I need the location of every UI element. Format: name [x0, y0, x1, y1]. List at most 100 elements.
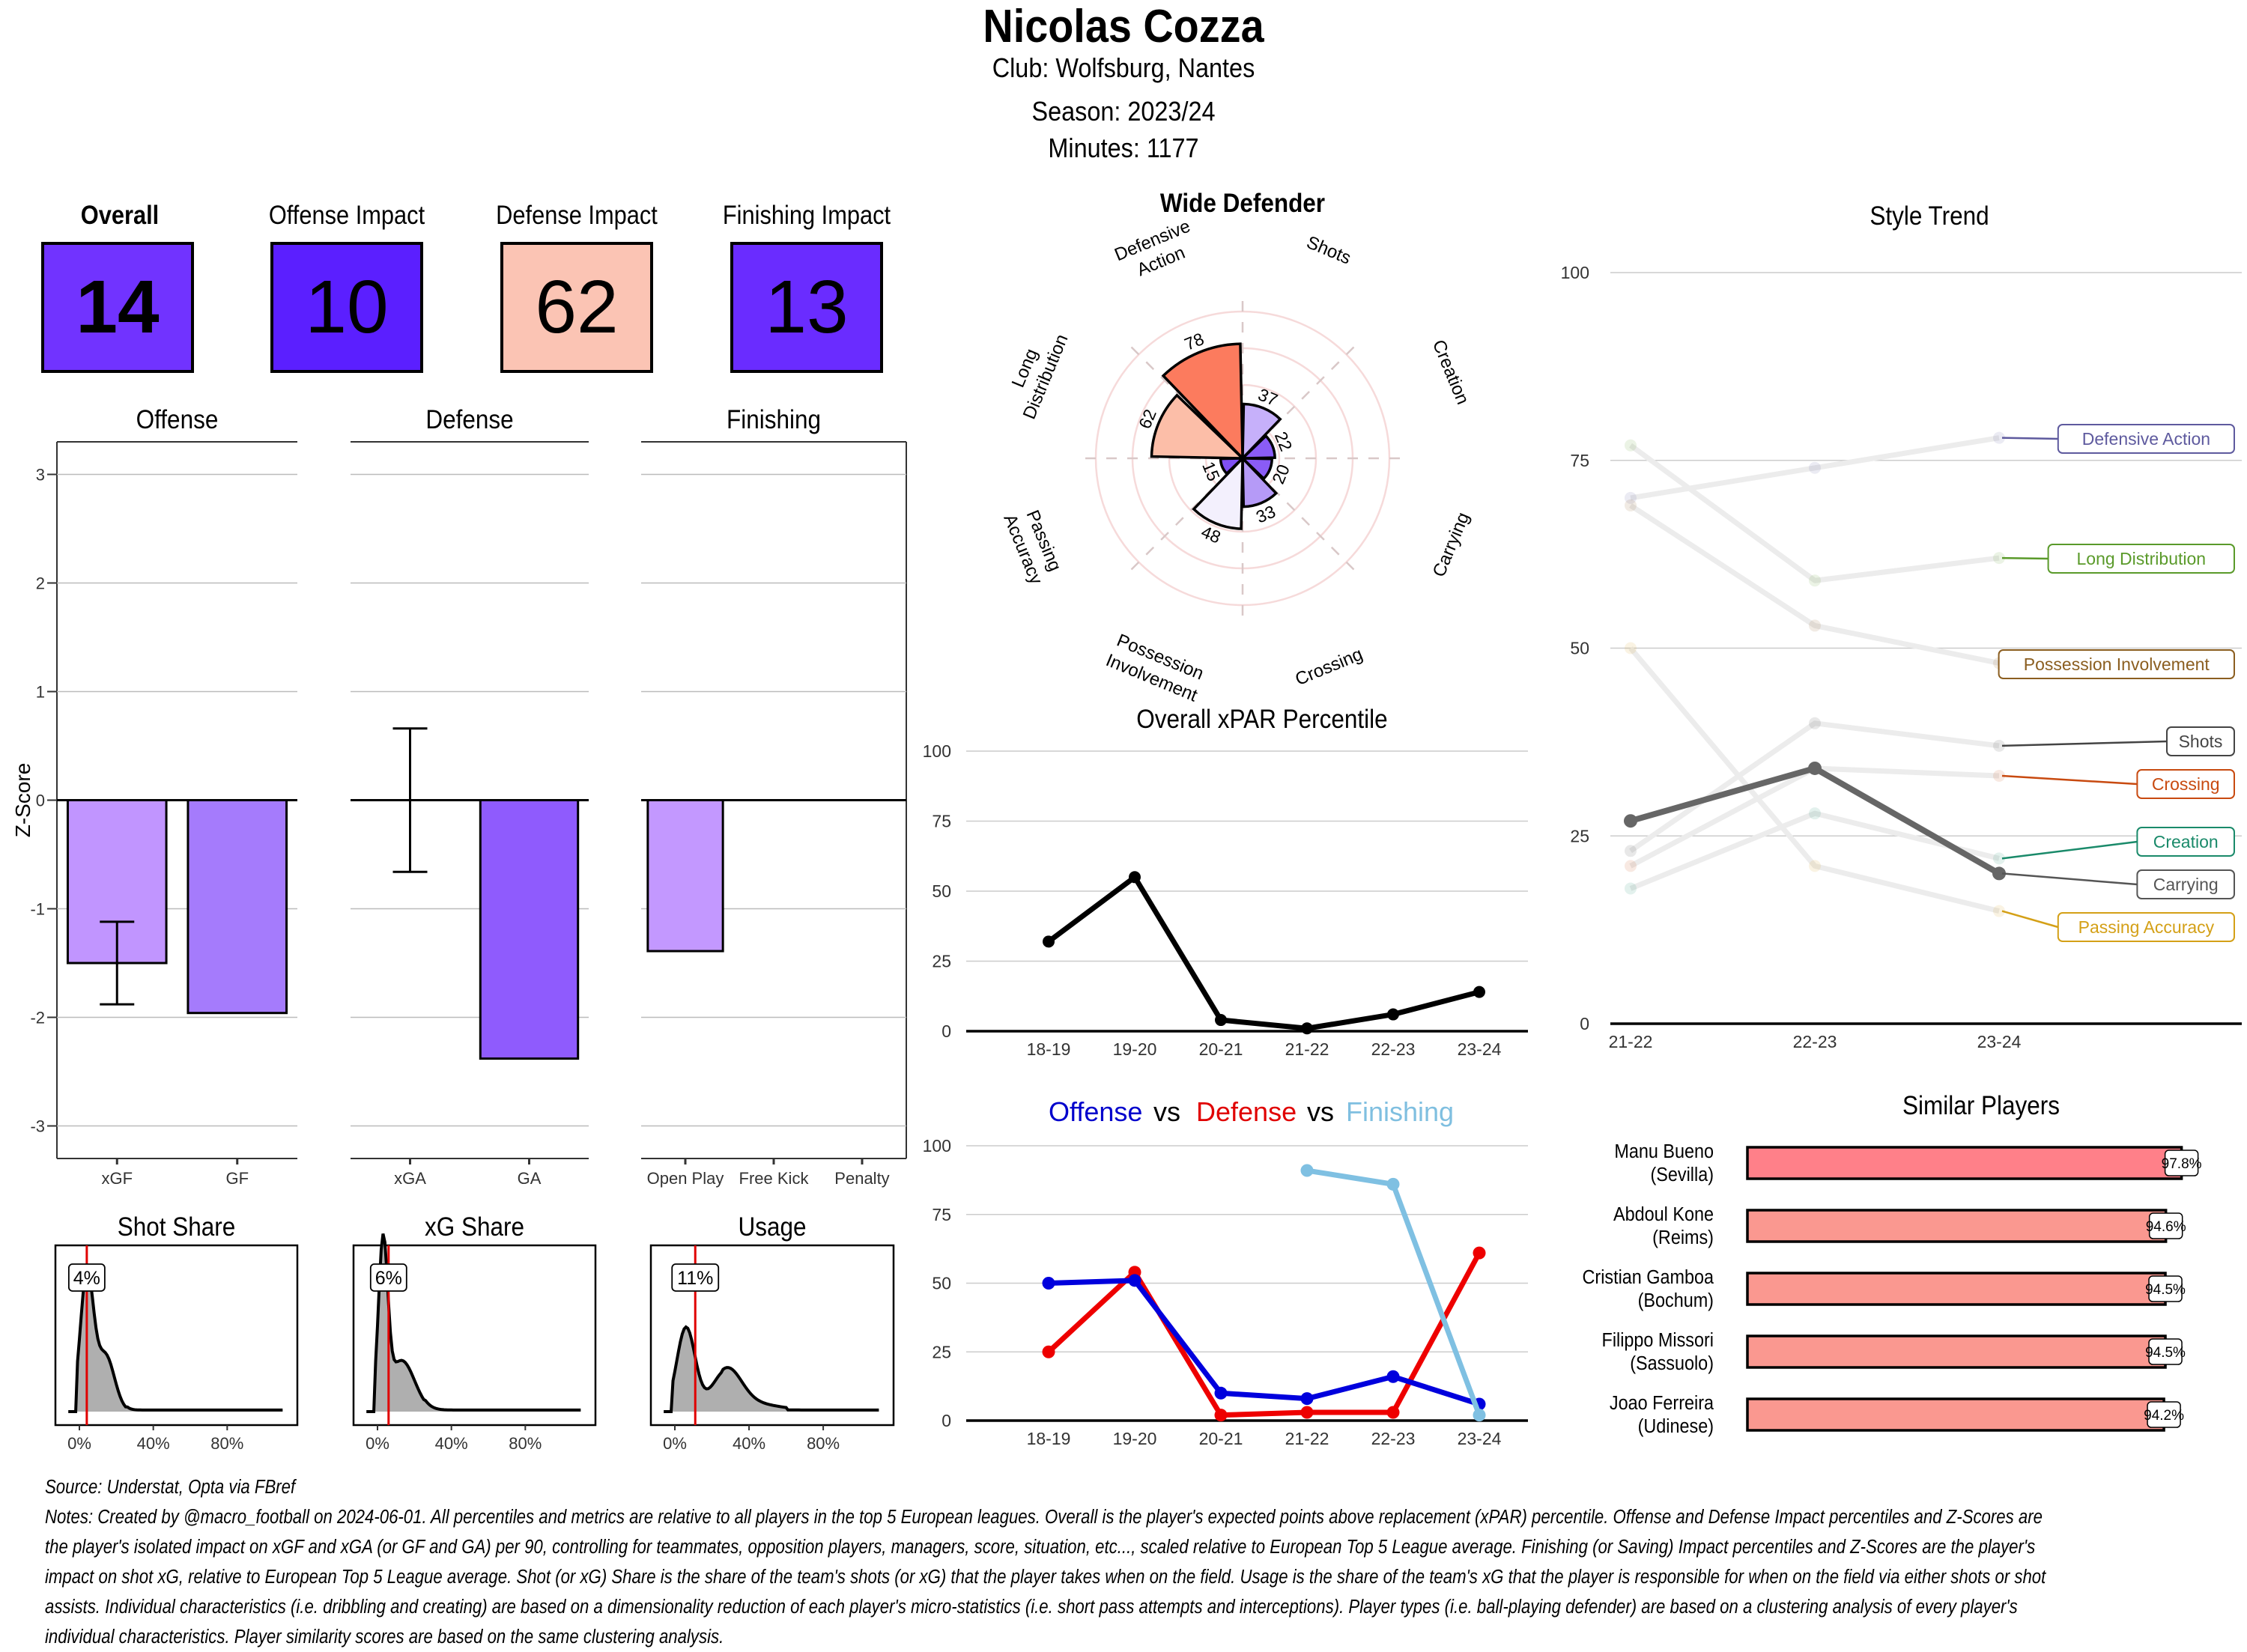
x-tick-label: GF: [225, 1169, 249, 1188]
faded-point: [1625, 491, 1637, 504]
similar-player-name: Manu Bueno: [1614, 1141, 1714, 1162]
label-line: Shots: [1303, 232, 1353, 268]
y-tick-label: 25: [932, 1342, 951, 1361]
highlight-point: [1808, 761, 1822, 775]
density-area: [664, 1326, 879, 1412]
series-line-defense: [1046, 1251, 1482, 1418]
similarity-bar: [1746, 1146, 2183, 1180]
faded-point: [1809, 619, 1821, 632]
tile-finishing-impact: 13: [730, 242, 883, 373]
xpar-line: [1046, 874, 1480, 1031]
similar-player-name: Abdoul Kone: [1613, 1204, 1714, 1225]
club-line: Club: Wolfsburg, Nantes: [992, 52, 1255, 83]
tile-overall: 14: [41, 242, 194, 373]
series-point-finishing: [1300, 1164, 1314, 1177]
similar-player-club: (Bochum): [1638, 1290, 1714, 1311]
polar-category-label: LongDistribution: [998, 323, 1073, 422]
similar-player-name: Cristian Gamboa: [1583, 1267, 1714, 1288]
footer-notes: Source: Understat, Opta via FBref Notes:…: [45, 1472, 2046, 1652]
highlight-line-carrying: [1629, 765, 2001, 876]
density-panel-usage: Usage 11% 0% 40% 80%: [649, 1213, 895, 1453]
x-tick-label: 23-24: [1458, 1039, 1502, 1059]
x-tick-label: 40%: [435, 1434, 468, 1453]
series-point-finishing: [1473, 1409, 1486, 1422]
series-point-defense: [1042, 1345, 1055, 1358]
odf-title-part: vs: [1307, 1096, 1334, 1127]
similar-players-title: Similar Players: [1902, 1092, 2060, 1121]
zscore-panel-offense: Offense xGF GF: [56, 406, 297, 1188]
panel-frame: [352, 1244, 597, 1427]
faded-line-shots: [1629, 720, 2000, 854]
xpar-title: Overall xPAR Percentile: [1136, 705, 1387, 735]
trend-label-defensive-action: Defensive Action: [2082, 429, 2210, 449]
x-tick-label: 19-20: [1113, 1429, 1157, 1448]
y-tick-label: -2: [30, 1009, 45, 1027]
x-tick-label: 22-23: [1371, 1429, 1416, 1448]
x-tick-label: Free Kick: [739, 1169, 810, 1188]
series-point-finishing: [1386, 1177, 1400, 1191]
trend-label-possession-involvement: Possession Involvement: [2024, 655, 2210, 674]
trend-label-box: [2057, 912, 2236, 942]
x-tick-label: 22-23: [1793, 1032, 1837, 1051]
similarity-label: 94.6%: [2146, 1219, 2186, 1235]
zscore-panel-defense: Defense xGA GA: [351, 406, 589, 1188]
odf-title-part: Offense: [1049, 1096, 1142, 1127]
odf-title-part: Finishing: [1346, 1096, 1454, 1127]
label-line: Creation: [1428, 337, 1473, 407]
similar-player-name: Joao Ferreira: [1610, 1393, 1714, 1414]
x-tick-label: 40%: [733, 1434, 765, 1453]
tile-label-offense: Offense Impact: [268, 201, 425, 230]
density-curve: [664, 1325, 879, 1413]
similar-player-club: (Sevilla): [1651, 1164, 1714, 1185]
y-axis-label: Z-Score: [11, 763, 34, 838]
x-tick-label: 20-21: [1199, 1429, 1243, 1448]
faded-line-long-distribution: [1628, 443, 2000, 583]
bar-ga: [479, 799, 580, 1060]
x-tick-label: xGA: [394, 1169, 426, 1188]
trend-label-passing-accuracy: Passing Accuracy: [2078, 917, 2215, 937]
faded-point: [1625, 845, 1637, 857]
style-trend-title: Style Trend: [1870, 202, 1989, 231]
similarity-label-box: [2148, 1212, 2183, 1239]
faded-point: [1809, 717, 1821, 729]
value-label-box: [671, 1263, 720, 1292]
value-label-box: [67, 1263, 106, 1292]
density-curve: [366, 1233, 581, 1413]
x-tick-label: 18-19: [1027, 1429, 1071, 1448]
y-tick-label: 50: [932, 1274, 951, 1293]
series-point-offense: [1386, 1370, 1400, 1383]
xpar-point: [1387, 1008, 1399, 1021]
x-tick-label: 80%: [509, 1434, 542, 1453]
series-point-defense: [1473, 1246, 1486, 1260]
faded-point: [1625, 882, 1637, 895]
trend-label-creation: Creation: [2153, 832, 2219, 851]
similar-player-name: Filippo Missori: [1602, 1330, 1714, 1351]
y-tick-label: 0: [1580, 1014, 1589, 1033]
x-tick-label: 0%: [366, 1434, 389, 1453]
notes-line: individual characteristics. Player simil…: [45, 1627, 724, 1648]
y-tick-label: 50: [1570, 639, 1589, 658]
y-tick-label: 25: [932, 952, 951, 971]
series-point-offense: [1042, 1277, 1055, 1290]
series-point-defense: [1300, 1406, 1314, 1419]
trend-label-crossing: Crossing: [2152, 774, 2220, 794]
panel-title: Usage: [738, 1213, 806, 1242]
faded-point: [1993, 905, 2005, 917]
label-leader: [2001, 556, 2049, 560]
polar-category-label: Creation: [1428, 337, 1473, 407]
trend-label-shots: Shots: [2179, 732, 2223, 751]
x-tick-label: xGF: [101, 1169, 133, 1188]
notes-line: the player's isolated impact on xGF and …: [45, 1537, 2036, 1558]
density-panel-xg-share: xG Share 6% 0% 40% 80%: [352, 1213, 597, 1453]
trend-label-carrying: Carrying: [2153, 875, 2219, 894]
trend-label-box: [2047, 544, 2236, 574]
xpar-point: [1301, 1022, 1313, 1035]
polar-category-label: Carrying: [1429, 509, 1474, 580]
notes-line: Notes: Created by @macro_football on 202…: [45, 1507, 2043, 1528]
tile-offense-impact: 10: [270, 242, 423, 373]
y-tick-label: 0: [941, 1411, 951, 1430]
polar-bar-possession-involvement: [1192, 455, 1244, 530]
y-tick-label: 100: [923, 1136, 951, 1156]
y-tick-label: 75: [1570, 451, 1589, 470]
similar-player-club: (Udinese): [1638, 1416, 1714, 1437]
